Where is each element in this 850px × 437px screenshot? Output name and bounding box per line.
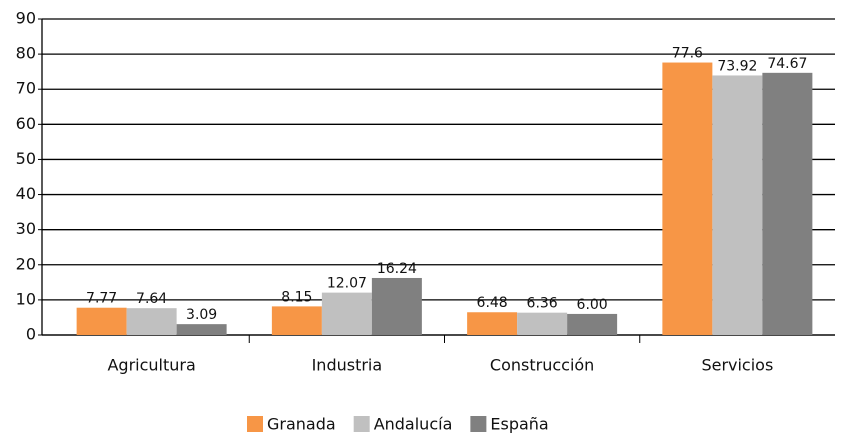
y-tick-label: 0 — [26, 325, 36, 344]
x-tick-label: Industria — [312, 356, 383, 375]
data-label: 7.64 — [136, 291, 167, 307]
data-label: 77.6 — [672, 46, 703, 62]
y-tick-label: 20 — [16, 254, 36, 273]
y-tick-label: 40 — [16, 184, 36, 203]
bar — [762, 72, 813, 336]
bar — [126, 308, 177, 335]
bar — [567, 313, 618, 335]
data-label: 6.36 — [527, 296, 558, 312]
bar — [371, 277, 422, 335]
legend-swatch — [247, 416, 263, 432]
bar — [467, 312, 518, 335]
bar — [271, 306, 322, 335]
legend-label: Granada — [267, 415, 336, 434]
bar — [176, 324, 227, 335]
legend-label: Andalucía — [374, 415, 453, 434]
data-label: 7.77 — [86, 291, 117, 307]
y-tick-label: 10 — [16, 289, 36, 308]
bar — [76, 307, 127, 335]
data-label: 6.48 — [477, 295, 508, 311]
data-label: 73.92 — [717, 58, 757, 74]
x-tick-label: Servicios — [701, 356, 773, 375]
x-tick-label: Construcción — [490, 356, 594, 375]
bar — [517, 312, 568, 335]
data-label: 6.00 — [577, 297, 608, 313]
y-tick-label: 80 — [16, 44, 36, 63]
y-tick-label: 60 — [16, 114, 36, 133]
bar — [662, 62, 713, 335]
y-tick-label: 70 — [16, 79, 36, 98]
data-label: 3.09 — [186, 307, 217, 323]
bar — [712, 75, 763, 335]
legend-swatch — [353, 416, 370, 432]
x-tick-label: Agricultura — [107, 356, 195, 375]
y-tick-label: 30 — [16, 219, 36, 238]
data-label: 12.07 — [327, 276, 367, 292]
bar — [321, 292, 372, 335]
legend-label: España — [490, 415, 548, 434]
y-tick-label: 90 — [16, 9, 36, 28]
data-label: 8.15 — [281, 289, 312, 305]
data-label: 74.67 — [767, 56, 807, 72]
legend-swatch — [470, 416, 487, 432]
data-label: 16.24 — [377, 261, 417, 277]
y-tick-label: 50 — [16, 149, 36, 168]
